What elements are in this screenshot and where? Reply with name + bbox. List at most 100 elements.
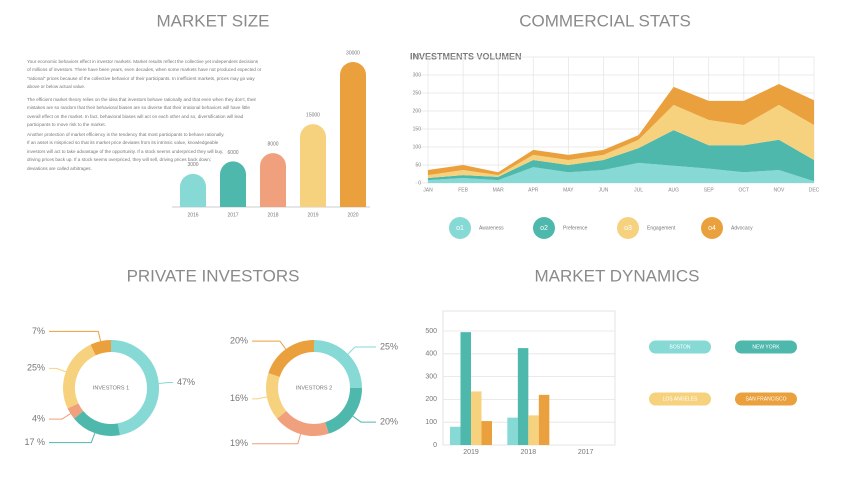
value-label: 20% [230,335,248,345]
bar [340,62,366,207]
value-label: 6000 [227,150,238,156]
y-tick-label: 100 [425,419,437,426]
bar [460,332,471,445]
x-tick-label: MAR [493,187,505,193]
bar [507,417,518,445]
x-tick-label: FEB [458,187,468,193]
bar [471,391,482,445]
y-tick-label: 300 [425,373,437,380]
donut-slice [268,340,315,378]
x-tick-label: 2018 [521,449,537,456]
legend-marker [617,217,639,239]
area [428,130,814,182]
center-label: INVESTORS 2 [296,385,332,391]
value-label: 25% [380,341,398,351]
leader-line [49,413,71,420]
donut-slice [90,340,112,356]
legend-marker-label: o3 [624,225,632,232]
chart-subtitle: INVESTMENTS VOLUMEN [410,51,522,61]
chart-title: PRIVATE INVESTORS [127,266,300,285]
bar [300,124,326,207]
x-tick-label: OCT [739,187,750,193]
leader-line [352,415,376,423]
paragraph: Another protection of market efficiency … [27,132,225,171]
value-label: 47% [177,377,195,387]
chart-title: COMMERCIAL STATS [519,11,691,30]
donut-slice [63,344,96,409]
x-tick-label: JUL [634,187,643,193]
legend-label: SAN FRANCISCO [745,396,786,402]
y-tick-label: 200 [425,396,437,403]
donut-slice [110,340,159,436]
legend-pill [735,392,797,406]
leader-line [252,433,302,445]
leader-line [49,432,96,444]
chart-title: MARKET SIZE [156,11,269,30]
y-tick-label: 400 [425,351,437,358]
legend-label: Engagement [647,225,676,231]
legend-marker [701,217,723,239]
leader-line [158,382,173,384]
y-tick-label: 100 [413,144,422,150]
legend-label: LOS ANGELES [663,396,698,402]
chart-title: MARKET DYNAMICS [535,266,700,285]
area [428,162,814,183]
bar [450,426,461,445]
x-tick-label: 2019 [307,212,318,218]
x-tick-label: MAY [563,187,574,193]
area [428,84,814,176]
x-tick-label: JAN [423,187,433,193]
value-label: 20% [380,416,398,426]
area [428,104,814,178]
legend-label: Advocacy [731,225,753,231]
value-label: 8000 [267,141,278,147]
bar [538,394,550,445]
y-tick-label: 150 [413,126,422,132]
x-tick-label: DEC [809,187,820,193]
paragraph: The efficient market theory relies on th… [27,97,257,128]
legend-marker-label: o1 [456,225,464,232]
value-label: 19% [230,438,248,448]
legend-label: Preference [563,225,588,231]
y-tick-label: 350 [413,54,422,60]
bar [481,421,492,445]
value-label: 30000 [346,50,360,56]
y-tick-label: 500 [425,328,437,335]
donut-slice [313,340,362,389]
legend-pill [649,340,711,354]
y-tick-label: 200 [413,108,422,114]
y-tick-label: 50 [415,162,421,168]
legend-marker [449,217,471,239]
value-label: 3000 [187,162,198,168]
legend-pill [649,392,711,406]
donut-slice [67,403,84,419]
x-tick-label: 2018 [267,212,278,218]
legend-label: Awareness [479,225,504,231]
bar [220,161,246,207]
x-tick-label: NOV [773,187,785,193]
y-tick-label: 0 [433,442,437,449]
donut-slice [74,410,120,436]
y-tick-label: 300 [413,72,422,78]
bar [260,153,286,207]
value-label: 15000 [306,112,320,118]
x-tick-label: 2019 [463,449,479,456]
x-tick-label: 2020 [347,212,358,218]
x-tick-label: AUG [668,187,679,193]
x-tick-label: SEP [704,187,715,193]
paragraph: Your economic behaviors effect in invest… [27,59,262,90]
value-label: 17 % [24,437,45,447]
legend-label: NEW YORK [752,344,780,350]
x-tick-label: 2017 [578,449,594,456]
value-label: 7% [32,326,45,336]
value-label: 25% [27,363,45,373]
leader-line [252,396,267,400]
center-label: INVESTORS 1 [93,385,129,391]
x-tick-label: JUN [599,187,609,193]
y-tick-label: 250 [413,90,422,96]
leader-line [49,330,102,342]
leader-line [252,340,287,350]
y-tick-label: 0 [418,180,421,186]
